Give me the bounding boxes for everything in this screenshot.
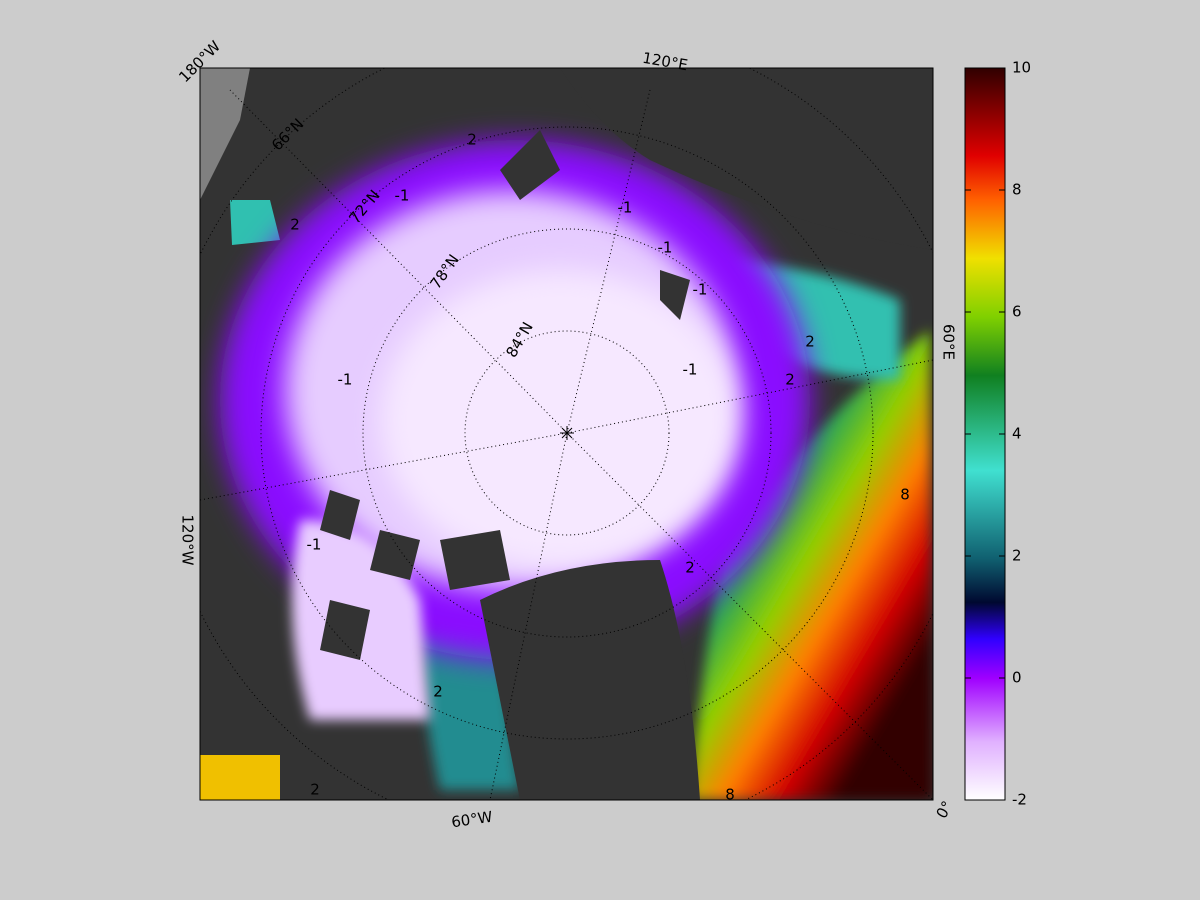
islands	[320, 130, 690, 660]
contour-label: -1	[307, 536, 322, 554]
contour-label: 2	[290, 216, 300, 234]
contour-label: 2	[785, 371, 795, 389]
contour-label: -1	[338, 371, 353, 389]
contour-labels: -1 -1 -1 -1 -1 -1 2 2 2 2 2 2 8 8 -1 2	[290, 131, 910, 804]
contour-label: -1	[618, 199, 633, 217]
colorbar-tick-label: 8	[1012, 181, 1022, 199]
colorbar-tick-label: 2	[1012, 547, 1022, 565]
contour-label: -1	[683, 361, 698, 379]
graticule	[200, 68, 933, 800]
colorbar-tick-label: 10	[1012, 59, 1031, 77]
contour-label: 8	[900, 486, 910, 504]
longitude-label: 120°W	[179, 515, 197, 566]
contour-label: 2	[433, 683, 443, 701]
colorbar-tick-label: 6	[1012, 303, 1022, 321]
colorbar-ticks: -2 0 2 4 6 8 10	[965, 59, 1031, 809]
warm-corner	[200, 755, 280, 800]
contour-label: 2	[310, 781, 320, 799]
off-grid	[200, 68, 250, 200]
bering-water	[230, 200, 280, 245]
longitude-label: 60°E	[940, 324, 958, 360]
colorbar-tick-label: 4	[1012, 425, 1022, 443]
contour-label: -1	[658, 239, 673, 257]
longitude-label: 0°	[933, 798, 957, 822]
contour-label: -1	[693, 281, 708, 299]
contour-label: 8	[725, 786, 735, 804]
contour-label: -1	[395, 187, 410, 205]
longitude-label: 60°W	[450, 808, 494, 832]
contour-label: 2	[467, 131, 477, 149]
siberia	[560, 68, 933, 250]
contour-label: 2	[805, 333, 815, 351]
central-ice	[380, 270, 740, 570]
colorbar-tick-label: 0	[1012, 669, 1022, 687]
contour-label: 2	[685, 559, 695, 577]
greenland	[480, 560, 700, 800]
map-frame	[199, 67, 934, 801]
colorbar-tick-label: -2	[1012, 791, 1027, 809]
warm-water	[690, 330, 933, 800]
colorbar	[964, 67, 1006, 801]
map: -1 -1 -1 -1 -1 -1 2 2 2 2 2 2 8 8 -1 2	[200, 68, 933, 804]
pole-marker	[560, 426, 574, 440]
